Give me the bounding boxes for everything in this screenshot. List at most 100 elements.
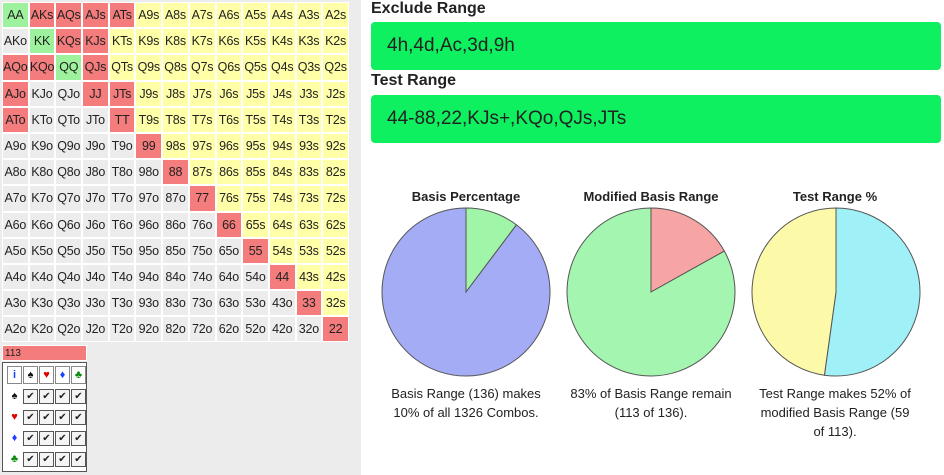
hand-cell[interactable]: T7s [188, 106, 216, 133]
hand-cell[interactable]: 97s [188, 132, 216, 160]
hand-cell[interactable]: T8s [162, 106, 189, 133]
test-range-input[interactable]: 44-88,22,KJs+,KQo,QJs,JTs [371, 95, 941, 143]
hand-cell[interactable]: T5o [108, 237, 136, 264]
hand-cell[interactable]: JJ [82, 80, 109, 107]
club-icon[interactable]: ♣ [71, 366, 86, 384]
hand-cell[interactable]: KJo [28, 80, 56, 107]
hand-cell[interactable]: 74s [268, 185, 296, 212]
hand-cell[interactable]: KTo [28, 106, 56, 133]
hand-cell[interactable]: A2o [2, 316, 29, 343]
hand-cell[interactable]: KK [28, 28, 56, 55]
hand-cell[interactable]: KQo [28, 54, 56, 81]
hand-cell[interactable]: 82o [162, 316, 189, 343]
hand-cell[interactable]: J9s [135, 80, 163, 107]
hand-cell[interactable]: ATs [108, 2, 136, 29]
suit-checkbox[interactable]: ✔ [71, 430, 86, 446]
hand-cell[interactable]: 76s [215, 185, 243, 212]
hand-cell[interactable]: 96o [135, 211, 163, 238]
hand-cell[interactable]: K5o [28, 237, 56, 264]
hand-cell[interactable]: Q8o [55, 159, 83, 186]
hand-cell[interactable]: J3o [82, 290, 109, 317]
hand-cell[interactable]: Q8s [162, 54, 189, 81]
hand-cell[interactable]: Q3s [295, 54, 323, 81]
suit-checkbox[interactable]: ✔ [23, 430, 38, 446]
hand-cell[interactable]: Q5s [242, 54, 269, 81]
suit-checkbox[interactable]: ✔ [55, 388, 70, 404]
hand-cell[interactable]: A2s [322, 2, 349, 29]
hand-cell[interactable]: 42s [322, 263, 349, 291]
hand-cell[interactable]: K4s [268, 28, 296, 55]
hand-cell[interactable]: J5o [82, 237, 109, 264]
suit-checkbox[interactable]: ✔ [71, 388, 86, 404]
hand-cell[interactable]: 95s [242, 132, 269, 160]
hand-cell[interactable]: 43o [268, 290, 296, 317]
hand-cell[interactable]: 55 [242, 237, 269, 264]
hand-cell[interactable]: 92s [322, 132, 349, 160]
hand-cell[interactable]: J7s [188, 80, 216, 107]
hand-cell[interactable]: T4s [268, 106, 296, 133]
hand-cell[interactable]: T2s [322, 106, 349, 133]
hand-cell[interactable]: Q2s [322, 54, 349, 81]
club-icon[interactable]: ♣ [10, 453, 19, 465]
hand-cell[interactable]: 73o [188, 290, 216, 317]
hand-cell[interactable]: J4s [268, 80, 296, 107]
suit-checkbox[interactable]: ✔ [23, 409, 38, 425]
hand-cell[interactable]: 22 [322, 316, 349, 343]
hand-cell[interactable]: K4o [28, 263, 56, 291]
hand-cell[interactable]: A5o [2, 237, 29, 264]
spade-icon[interactable]: ♠ [11, 390, 18, 402]
hand-cell[interactable]: 87s [188, 159, 216, 186]
hand-cell[interactable]: 53s [295, 237, 323, 264]
hand-cell[interactable]: J4o [82, 263, 109, 291]
hand-cell[interactable]: QQ [55, 54, 83, 81]
hand-cell[interactable]: 32o [295, 316, 323, 343]
suit-checkbox[interactable]: ✔ [71, 451, 86, 467]
suit-checkbox[interactable]: ✔ [55, 409, 70, 425]
suit-checkbox[interactable]: ✔ [39, 451, 54, 467]
hand-cell[interactable]: K8s [162, 28, 189, 55]
hand-cell[interactable]: K5s [242, 28, 269, 55]
hand-cell[interactable]: A8o [2, 159, 29, 186]
suit-checkbox[interactable]: ✔ [55, 451, 70, 467]
hand-cell[interactable]: 75s [242, 185, 269, 212]
hand-cell[interactable]: Q6o [55, 211, 83, 238]
hand-cell[interactable]: 85o [162, 237, 189, 264]
hand-cell[interactable]: 42o [268, 316, 296, 343]
hand-cell[interactable]: KJs [82, 28, 109, 55]
hand-cell[interactable]: 87o [162, 185, 189, 212]
diamond-icon[interactable]: ♦ [11, 432, 18, 444]
hand-cell[interactable]: K9s [135, 28, 163, 55]
hand-cell[interactable]: JTs [108, 80, 136, 107]
hand-cell[interactable]: AQo [2, 54, 29, 81]
hand-cell[interactable]: A4s [268, 2, 296, 29]
hand-cell[interactable]: K7o [28, 185, 56, 212]
hand-cell[interactable]: 84s [268, 159, 296, 186]
hand-cell[interactable]: AA [2, 2, 29, 29]
suit-checkbox[interactable]: ✔ [23, 388, 38, 404]
hand-cell[interactable]: QJo [55, 80, 83, 107]
hand-cell[interactable]: 98s [162, 132, 189, 160]
hand-cell[interactable]: T8o [108, 159, 136, 186]
hand-cell[interactable]: T5s [242, 106, 269, 133]
hand-cell[interactable]: T3s [295, 106, 323, 133]
suit-filter-corner[interactable]: i [7, 366, 22, 384]
hand-cell[interactable]: T9s [135, 106, 163, 133]
hand-cell[interactable]: 75o [188, 237, 216, 264]
hand-cell[interactable]: ATo [2, 106, 29, 133]
spade-icon[interactable]: ♠ [23, 366, 38, 384]
hand-cell[interactable]: K3o [28, 290, 56, 317]
hand-cell[interactable]: TT [108, 106, 136, 133]
hand-cell[interactable]: 32s [322, 290, 349, 317]
hand-cell[interactable]: 88 [162, 159, 189, 186]
hand-cell[interactable]: 96s [215, 132, 243, 160]
hand-cell[interactable]: 86o [162, 211, 189, 238]
hand-cell[interactable]: A7s [188, 2, 216, 29]
hand-cell[interactable]: 53o [242, 290, 269, 317]
hand-cell[interactable]: 92o [135, 316, 163, 343]
hand-cell[interactable]: 72o [188, 316, 216, 343]
hand-cell[interactable]: T7o [108, 185, 136, 212]
hand-cell[interactable]: 44 [268, 263, 296, 291]
hand-cell[interactable]: 99 [135, 132, 163, 160]
hand-cell[interactable]: Q7o [55, 185, 83, 212]
hand-cell[interactable]: AQs [55, 2, 83, 29]
